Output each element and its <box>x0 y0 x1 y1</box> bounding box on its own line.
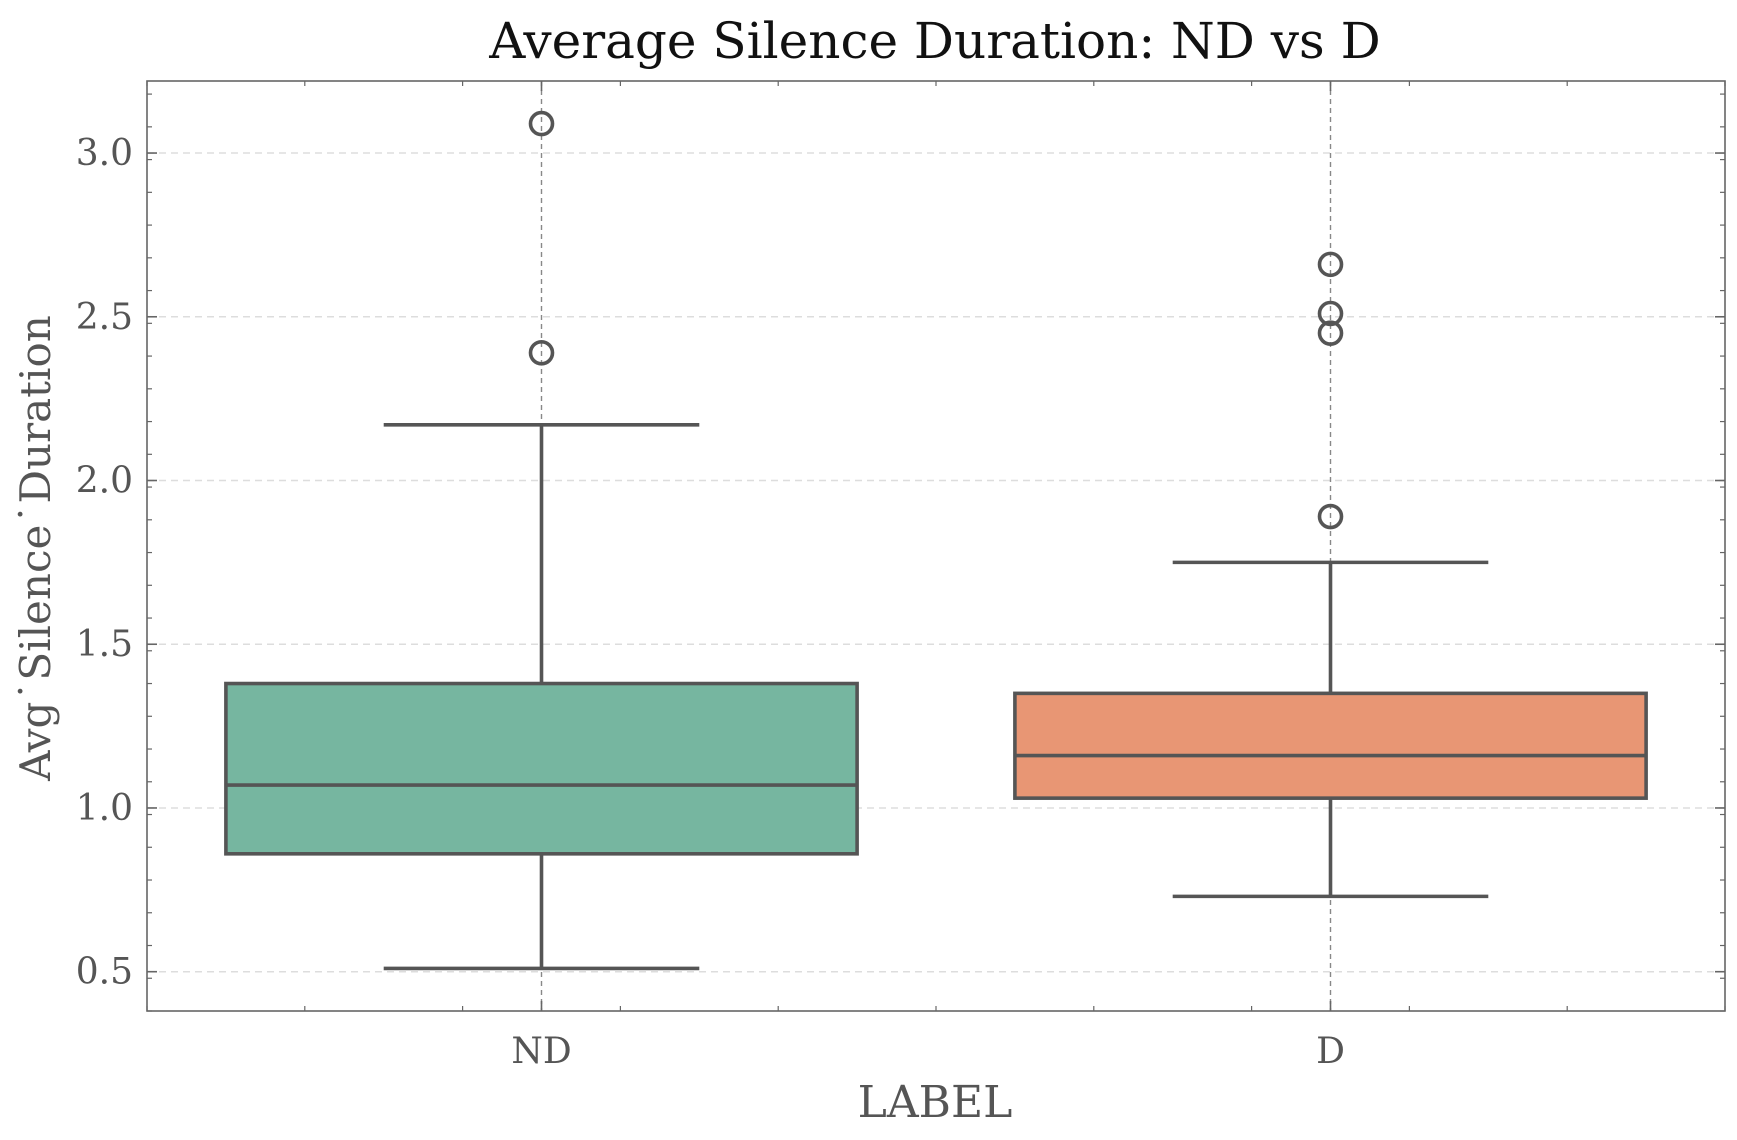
outlier-point <box>528 110 555 137</box>
x-tick-label: D <box>1316 1031 1345 1072</box>
y-tick-label: 1.0 <box>76 788 133 829</box>
outlier-point <box>1317 251 1344 278</box>
plot-frame <box>146 80 1726 1012</box>
y-axis-label: Avg˙Silence˙Duration <box>11 315 60 782</box>
category-center-lines <box>540 81 1332 1011</box>
y-tick-label: 3.0 <box>76 133 133 174</box>
box-group-nd <box>224 110 859 971</box>
y-tick-label: 0.5 <box>76 952 133 993</box>
y-tick-label: 2.5 <box>76 297 133 338</box>
box-group-d <box>1013 251 1648 899</box>
chart-title: Average Silence Duration: ND vs D <box>488 12 1380 70</box>
outlier-point <box>1317 503 1344 530</box>
outlier-point <box>1317 320 1344 346</box>
outlier-point <box>528 339 555 366</box>
box-iqr <box>1013 691 1648 800</box>
outlier-point <box>1317 300 1344 327</box>
box-iqr <box>224 681 859 856</box>
axis-ticks <box>146 81 1726 1012</box>
x-axis-label: LABEL <box>858 1077 1013 1128</box>
x-tick-label: ND <box>511 1031 571 1072</box>
y-tick-label: 2.0 <box>76 461 133 502</box>
x-tick-labels: ND D <box>511 1031 1345 1072</box>
y-tick-labels: 0.5 1.0 1.5 2.0 2.5 3.0 <box>76 133 133 993</box>
y-tick-label: 1.5 <box>76 624 133 665</box>
grid-lines <box>147 152 1725 973</box>
boxes <box>224 110 1648 971</box>
